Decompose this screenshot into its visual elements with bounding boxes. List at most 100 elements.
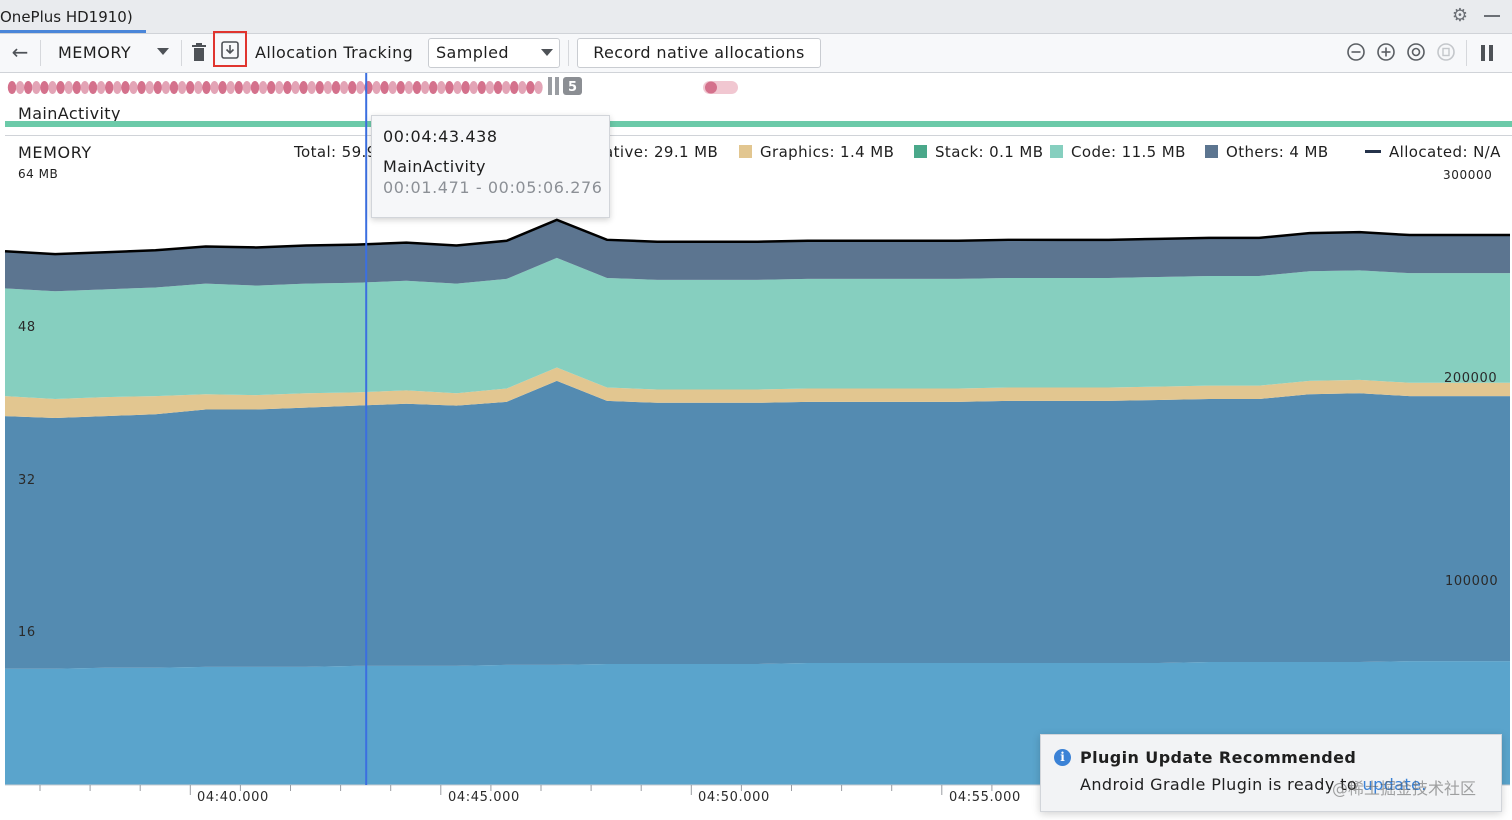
touch-event-dot[interactable] bbox=[177, 81, 187, 94]
area-others[interactable] bbox=[5, 219, 1510, 292]
area-graphics[interactable] bbox=[5, 367, 1510, 419]
pause-icon[interactable] bbox=[1476, 42, 1498, 64]
touch-event-dot[interactable] bbox=[534, 81, 543, 94]
touch-events-track[interactable]: 5 bbox=[0, 73, 760, 103]
touch-event-dot[interactable] bbox=[186, 81, 195, 94]
y-tick-label: 16 bbox=[18, 625, 36, 640]
touch-event-dot[interactable] bbox=[169, 81, 179, 94]
touch-event-dot[interactable] bbox=[299, 81, 308, 94]
touch-event-dot[interactable] bbox=[80, 81, 90, 94]
touch-event-dot[interactable] bbox=[105, 81, 114, 94]
touch-event-dot[interactable] bbox=[291, 81, 300, 94]
touch-event-dot[interactable] bbox=[518, 81, 527, 94]
notification-title: Plugin Update Recommended bbox=[1080, 748, 1357, 767]
touch-event-dot[interactable] bbox=[420, 81, 430, 94]
minimize-icon[interactable] bbox=[1484, 15, 1500, 17]
touch-event-dot[interactable] bbox=[32, 81, 41, 94]
touch-event-dot[interactable] bbox=[113, 81, 122, 94]
area-native[interactable] bbox=[5, 380, 1510, 669]
touch-event-dot[interactable] bbox=[218, 81, 227, 94]
touch-event-dot[interactable] bbox=[705, 81, 717, 94]
touch-event-dot[interactable] bbox=[412, 81, 422, 94]
gear-icon[interactable]: ⚙ bbox=[1451, 5, 1469, 26]
touch-event-dot[interactable] bbox=[461, 81, 470, 94]
sampling-select-value: Sampled bbox=[436, 43, 509, 62]
touch-event-dot[interactable] bbox=[267, 81, 276, 94]
touch-event-dot[interactable] bbox=[56, 81, 65, 94]
reset-zoom-icon[interactable] bbox=[1406, 42, 1426, 62]
touch-event-dot[interactable] bbox=[234, 81, 243, 94]
zoom-out-icon[interactable] bbox=[1346, 42, 1366, 62]
allocated-swatch bbox=[1365, 150, 1381, 153]
touch-event-dot[interactable] bbox=[380, 81, 389, 94]
touch-event-dot[interactable] bbox=[510, 81, 519, 94]
legend-others-label: Others: 4 MB bbox=[1226, 143, 1329, 161]
touch-event-dot[interactable] bbox=[388, 81, 397, 94]
tooltip bbox=[371, 115, 610, 218]
touch-event-dot[interactable] bbox=[40, 81, 49, 94]
touch-event-dot[interactable] bbox=[202, 81, 211, 94]
touch-event-dot[interactable] bbox=[323, 81, 333, 94]
chevron-down-icon[interactable] bbox=[157, 48, 169, 55]
chevron-down-icon bbox=[541, 49, 553, 56]
touch-event-dot[interactable] bbox=[485, 81, 495, 94]
touch-event-dot[interactable] bbox=[372, 81, 381, 94]
touch-event-dot[interactable] bbox=[129, 81, 138, 94]
touch-event-dot[interactable] bbox=[437, 81, 446, 94]
touch-event-dot[interactable] bbox=[15, 81, 25, 94]
touch-event-dot[interactable] bbox=[526, 81, 535, 94]
touch-event-dot[interactable] bbox=[429, 81, 438, 94]
touch-event-dot[interactable] bbox=[137, 81, 146, 94]
touch-event-dot[interactable] bbox=[153, 81, 162, 94]
touch-event-dot[interactable] bbox=[348, 81, 357, 94]
touch-event-dot[interactable] bbox=[88, 81, 98, 94]
event-count-badge: 5 bbox=[568, 80, 577, 95]
touch-event-dot[interactable] bbox=[445, 81, 454, 94]
touch-event-dot[interactable] bbox=[242, 81, 252, 94]
touch-event-dot[interactable] bbox=[315, 81, 324, 94]
total-memory-label: Total: 59.9 bbox=[294, 143, 377, 161]
touch-event-dot[interactable] bbox=[161, 81, 171, 94]
touch-event-dot[interactable] bbox=[121, 81, 130, 94]
device-tab[interactable]: OnePlus HD1910) bbox=[0, 8, 133, 26]
area-code[interactable] bbox=[5, 257, 1510, 399]
touch-event-dot[interactable] bbox=[404, 81, 414, 94]
touch-event-dot[interactable] bbox=[258, 81, 268, 94]
touch-event-dot[interactable] bbox=[24, 81, 33, 94]
attach-to-live-icon[interactable] bbox=[1436, 42, 1456, 62]
touch-event-dot[interactable] bbox=[339, 81, 349, 94]
update-link[interactable]: update. bbox=[1362, 775, 1427, 794]
touch-event-dot[interactable] bbox=[250, 81, 260, 94]
touch-event-dot[interactable] bbox=[453, 81, 462, 94]
touch-event-dot[interactable] bbox=[210, 81, 219, 94]
trash-icon[interactable] bbox=[191, 42, 207, 62]
heap-dump-icon[interactable] bbox=[221, 41, 239, 59]
touch-event-dot[interactable] bbox=[501, 81, 511, 94]
touch-event-dot[interactable] bbox=[469, 81, 478, 94]
toolbar-divider bbox=[40, 40, 41, 66]
touch-event-dot[interactable] bbox=[64, 81, 73, 94]
activity-bar[interactable] bbox=[5, 121, 1512, 127]
sampling-select[interactable] bbox=[428, 38, 560, 68]
touch-event-dot[interactable] bbox=[7, 81, 17, 94]
touch-event-dot[interactable] bbox=[396, 81, 405, 94]
touch-event-dot[interactable] bbox=[283, 81, 292, 94]
notification-balloon[interactable] bbox=[1040, 734, 1502, 812]
touch-event-dot[interactable] bbox=[48, 81, 57, 94]
profiler-select[interactable]: MEMORY bbox=[58, 43, 132, 62]
back-arrow-icon[interactable]: ← bbox=[11, 40, 29, 64]
zoom-in-icon[interactable] bbox=[1376, 42, 1396, 62]
record-native-allocations-button[interactable]: Record native allocations bbox=[577, 38, 821, 68]
touch-event-dot[interactable] bbox=[72, 81, 82, 94]
touch-event-dot[interactable] bbox=[96, 81, 106, 94]
touch-event-dot[interactable] bbox=[275, 81, 284, 94]
touch-event-dot[interactable] bbox=[226, 81, 235, 94]
touch-event-dot[interactable] bbox=[307, 81, 316, 94]
touch-event-dot[interactable] bbox=[356, 81, 365, 94]
touch-event-dot[interactable] bbox=[493, 81, 503, 94]
touch-event-dot[interactable] bbox=[477, 81, 486, 94]
touch-event-dot[interactable] bbox=[331, 81, 341, 94]
touch-event-dot[interactable] bbox=[194, 81, 203, 94]
touch-event-dot[interactable] bbox=[145, 81, 154, 94]
